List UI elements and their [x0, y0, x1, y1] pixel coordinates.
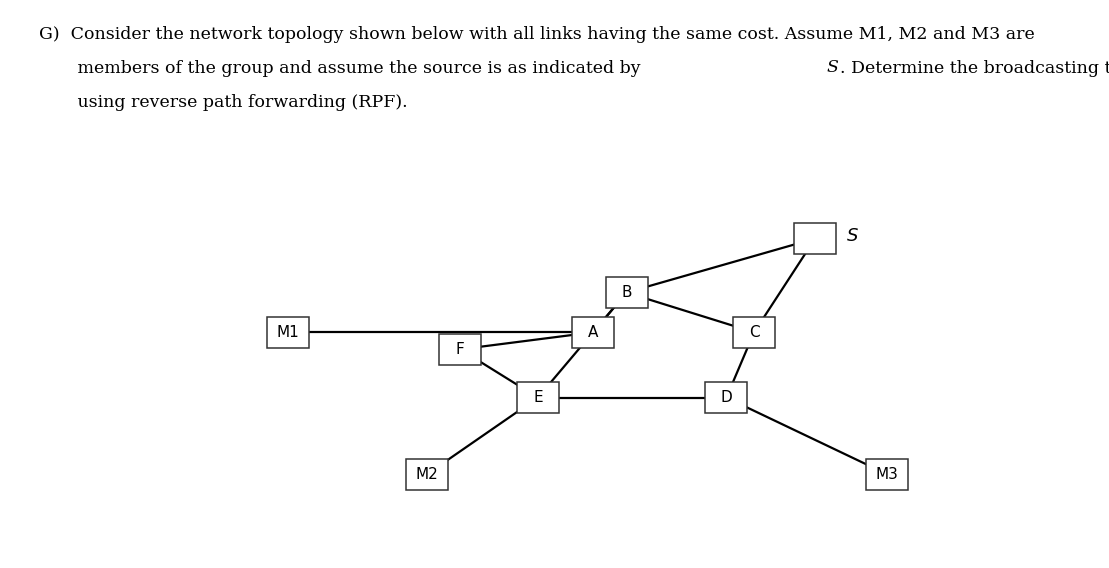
Text: S: S	[847, 227, 858, 245]
Text: M3: M3	[876, 467, 898, 482]
Text: E: E	[533, 390, 542, 405]
Text: . Determine the broadcasting tree for the source: . Determine the broadcasting tree for th…	[840, 60, 1109, 77]
Text: F: F	[456, 342, 465, 357]
Text: C: C	[749, 325, 760, 340]
Text: S: S	[826, 59, 838, 76]
Text: B: B	[621, 285, 632, 300]
Text: A: A	[588, 325, 599, 340]
Text: M1: M1	[277, 325, 299, 340]
Text: M2: M2	[416, 467, 438, 482]
Text: using reverse path forwarding (RPF).: using reverse path forwarding (RPF).	[39, 94, 407, 111]
Text: members of the group and assume the source is as indicated by: members of the group and assume the sour…	[39, 60, 645, 77]
Text: D: D	[721, 390, 732, 405]
Text: G)  Consider the network topology shown below with all links having the same cos: G) Consider the network topology shown b…	[39, 26, 1035, 43]
